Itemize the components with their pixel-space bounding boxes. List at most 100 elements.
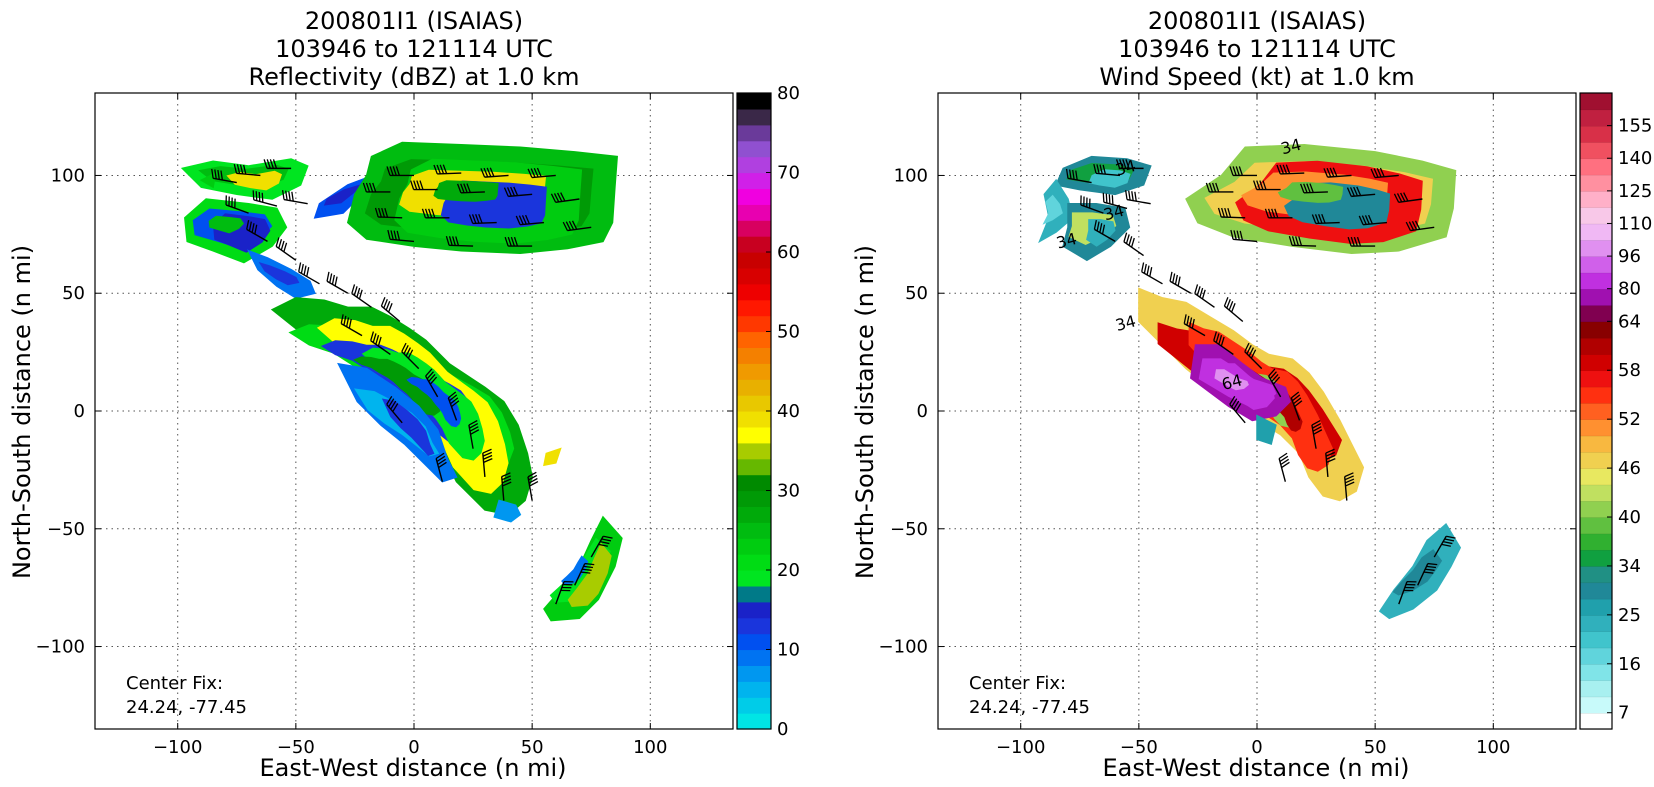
wind-barb-flag: [510, 186, 516, 197]
wind-barb-flag: [1215, 333, 1220, 343]
colorbar-tick-label: 140: [1618, 148, 1652, 169]
plot-area: −100 −50 0 50 100 100 50 0 −50 −100: [36, 92, 734, 758]
wind-barb-flag: [251, 223, 255, 233]
wind-barb-shaft: [246, 228, 268, 243]
wind-barb-flag: [220, 170, 224, 181]
wind-barb-flag: [378, 207, 382, 218]
wind-barb-flag: [447, 391, 457, 399]
y-tick-label: 100: [894, 165, 928, 186]
wind-barb-flag: [280, 240, 285, 251]
wind-barb-shaft: [370, 340, 391, 356]
wind-barb: [480, 167, 509, 178]
wind-barb-flag: [1285, 164, 1291, 174]
x-tick-label: −100: [153, 737, 202, 758]
wind-barb-flag: [1125, 234, 1130, 244]
wind-barb-shaft: [213, 177, 237, 184]
wind-barb-shaft: [425, 375, 439, 398]
field-region-inner: [258, 262, 300, 286]
colorbar-tick-label: 125: [1618, 181, 1652, 202]
wind-barb-flag: [583, 565, 594, 569]
x-tick-label: −50: [1120, 737, 1158, 758]
colorbar-swatch: [1579, 386, 1613, 404]
colorbar-swatch: [737, 697, 771, 714]
wind-barb: [468, 419, 480, 449]
wind-barb-flag: [468, 419, 478, 426]
wind-barb-flag: [236, 164, 241, 174]
wind-barb-flag: [1278, 452, 1288, 460]
wind-barb-flag: [451, 400, 460, 408]
wind-barb-flag: [1306, 183, 1311, 193]
wind-barb: [1229, 395, 1246, 424]
wind-barb-flag: [1309, 183, 1314, 193]
wind-barb-flag: [403, 345, 409, 355]
wind-barb-flag: [1218, 335, 1223, 345]
colorbar-swatch: [1579, 565, 1613, 584]
wind-barb-flag: [1128, 236, 1133, 246]
wind-barb-flag: [1232, 166, 1237, 176]
wind-barb-flag: [1239, 230, 1244, 241]
wind-barb-flag: [1364, 215, 1370, 225]
wind-barb-flag: [278, 238, 283, 249]
wind-barb-flag: [504, 236, 509, 247]
wind-barb-shaft: [1080, 204, 1104, 214]
wind-barb-flag: [1223, 297, 1229, 307]
field-layer: [180, 141, 623, 622]
wind-barb-flag: [348, 318, 352, 329]
wind-barb-shaft: [482, 452, 486, 478]
wind-barb-flag: [466, 183, 471, 193]
wind-barb-flag: [388, 303, 393, 313]
wind-barb-flag: [550, 193, 557, 203]
wind-barb: [1398, 580, 1417, 605]
wind-barb-flag: [1183, 314, 1187, 324]
wind-barb-flag: [291, 191, 294, 202]
wind-barb-shaft: [340, 323, 363, 337]
wind-barb-flag: [242, 164, 247, 175]
wind-barb-flag: [582, 568, 592, 571]
wind-barb-flag: [1224, 207, 1229, 218]
wind-barb-flag: [1350, 236, 1355, 247]
colorbar-swatch: [737, 331, 771, 348]
colorbar-tick-label: 80: [1618, 279, 1641, 300]
wind-barb-flag: [518, 215, 524, 225]
wind-barb-flag: [1248, 347, 1254, 357]
wind-barb: [1124, 190, 1151, 205]
wind-barb-flag: [1291, 236, 1296, 246]
wind-barb-shaft: [1311, 424, 1317, 449]
colorbar-swatch: [737, 108, 771, 126]
colorbar-swatch: [737, 124, 771, 142]
wind-barb-shaft: [253, 199, 278, 207]
wind-barb-flag: [1217, 207, 1222, 218]
colorbar-swatch: [737, 713, 771, 730]
wind-barb-flag: [298, 262, 302, 272]
wind-barb: [555, 580, 574, 605]
wind-barb-flag: [1291, 394, 1301, 402]
wind-barb-flag: [502, 481, 512, 487]
wind-barb-flag: [211, 168, 214, 179]
wind-barb: [503, 186, 533, 198]
colorbar-swatch: [1579, 663, 1613, 681]
wind-barb-flag: [439, 164, 445, 174]
colorbar-tick-label: 40: [777, 401, 800, 422]
colorbar-swatch: [737, 267, 771, 285]
wind-barb-flag: [1423, 571, 1434, 574]
wind-barb-flag: [372, 333, 377, 343]
wind-barb-shaft: [1351, 193, 1376, 198]
colorbar-swatch: [737, 172, 771, 189]
wind-barb-shaft: [527, 476, 533, 501]
wind-barb: [1323, 167, 1352, 178]
wind-barb-shaft: [501, 476, 505, 501]
wind-barb-flag: [1373, 168, 1379, 178]
colorbar-swatch: [1579, 484, 1613, 502]
colorbar-swatch: [1579, 467, 1613, 486]
wind-barb-flag: [405, 347, 411, 357]
colorbar-swatch: [1579, 109, 1613, 127]
field-region-inner: [1214, 369, 1249, 391]
contour-label: 64: [1220, 370, 1245, 394]
y-axis-label: North-South distance (n mi): [851, 245, 879, 579]
wind-barb-flag: [1143, 263, 1147, 274]
colorbar-swatch: [737, 93, 771, 110]
wind-barb: [263, 159, 292, 170]
left-panel: 200801I1 (ISAIAS) 103946 to 121114 UTC R…: [8, 7, 800, 782]
wind-barb: [482, 448, 493, 478]
wind-barb-flag: [1368, 214, 1373, 225]
